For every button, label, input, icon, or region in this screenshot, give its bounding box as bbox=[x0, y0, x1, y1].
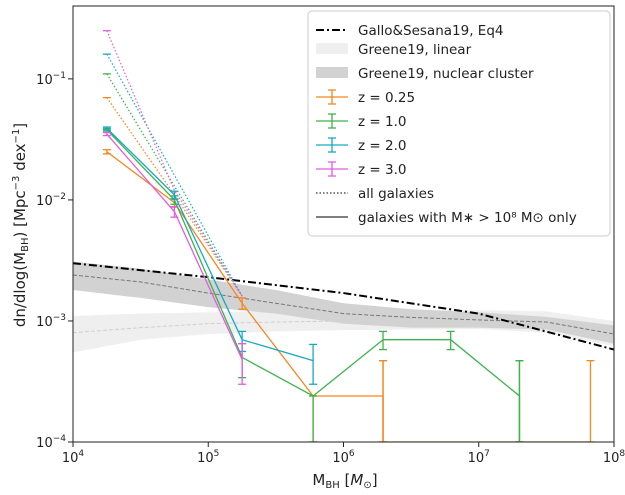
x-tick-label-0: 104 bbox=[62, 449, 85, 466]
legend-label-gallo: Gallo&Sesana19, Eq4 bbox=[358, 23, 503, 39]
legend-label-massive-galaxies: galaxies with M∗ > 10⁸ M⊙ only bbox=[358, 210, 577, 226]
legend-label-z025: z = 0.25 bbox=[358, 90, 415, 106]
x-tick-label-1: 105 bbox=[197, 449, 219, 466]
legend-swatch-greene-nuclear bbox=[316, 67, 348, 78]
greene-nuclear-median bbox=[73, 274, 614, 335]
axis-ticks: 104 105 106 107 108 10−4 10−3 10−2 10−1 bbox=[36, 71, 625, 466]
legend-swatch-greene-linear bbox=[316, 43, 348, 54]
legend-label-z3: z = 3.0 bbox=[358, 162, 406, 178]
y-tick-label-0: 10−4 bbox=[36, 434, 66, 451]
legend-label-greene-nuclear: Greene19, nuclear cluster bbox=[358, 66, 534, 82]
series-1-all-galaxies-line bbox=[106, 73, 243, 297]
legend-entry-z2: z = 2.0 bbox=[316, 137, 406, 154]
x-axis-label: MBH [M⊙] bbox=[312, 471, 377, 491]
y-tick-label-2: 10−2 bbox=[36, 192, 66, 209]
greene-nuclear-band bbox=[73, 261, 614, 344]
legend-entry-greene-nuclear: Greene19, nuclear cluster bbox=[316, 66, 534, 82]
legend-box bbox=[307, 10, 611, 237]
x-tick-label-2: 106 bbox=[332, 449, 355, 466]
legend-label-z1: z = 1.0 bbox=[358, 114, 406, 130]
series-2-all-galaxies-line bbox=[106, 53, 243, 297]
legend-label-z2: z = 2.0 bbox=[358, 138, 406, 154]
y-tick-label-3: 10−1 bbox=[36, 71, 66, 88]
legend-label-all-galaxies: all galaxies bbox=[358, 186, 434, 202]
y-axis-label: dn/dlog(MBH) [Mpc−3 dex−1] bbox=[11, 123, 31, 327]
series-0-all-galaxies-line bbox=[106, 97, 243, 297]
series-1-line bbox=[106, 129, 521, 442]
series-2-line bbox=[106, 127, 314, 362]
legend-entry-z025: z = 0.25 bbox=[316, 89, 415, 106]
x-tick-label-4: 108 bbox=[603, 449, 625, 466]
series-3-all-galaxies-line bbox=[106, 30, 243, 297]
legend-entry-all-galaxies: all galaxies bbox=[316, 186, 434, 202]
plot-area bbox=[73, 30, 614, 442]
legend-entry-massive-galaxies: galaxies with M∗ > 10⁸ M⊙ only bbox=[316, 210, 577, 226]
x-tick-label-3: 107 bbox=[468, 449, 490, 466]
legend-label-greene-linear: Greene19, linear bbox=[358, 42, 472, 58]
y-tick-label-1: 10−3 bbox=[36, 313, 66, 330]
legend: Gallo&Sesana19, Eq4 Greene19, linear Gre… bbox=[307, 10, 611, 237]
legend-entry-greene-linear: Greene19, linear bbox=[316, 42, 472, 58]
legend-entry-gallo: Gallo&Sesana19, Eq4 bbox=[316, 23, 503, 39]
legend-entry-z1: z = 1.0 bbox=[316, 113, 406, 130]
legend-entry-z3: z = 3.0 bbox=[316, 161, 406, 178]
gallo-sesana-line bbox=[73, 262, 614, 351]
